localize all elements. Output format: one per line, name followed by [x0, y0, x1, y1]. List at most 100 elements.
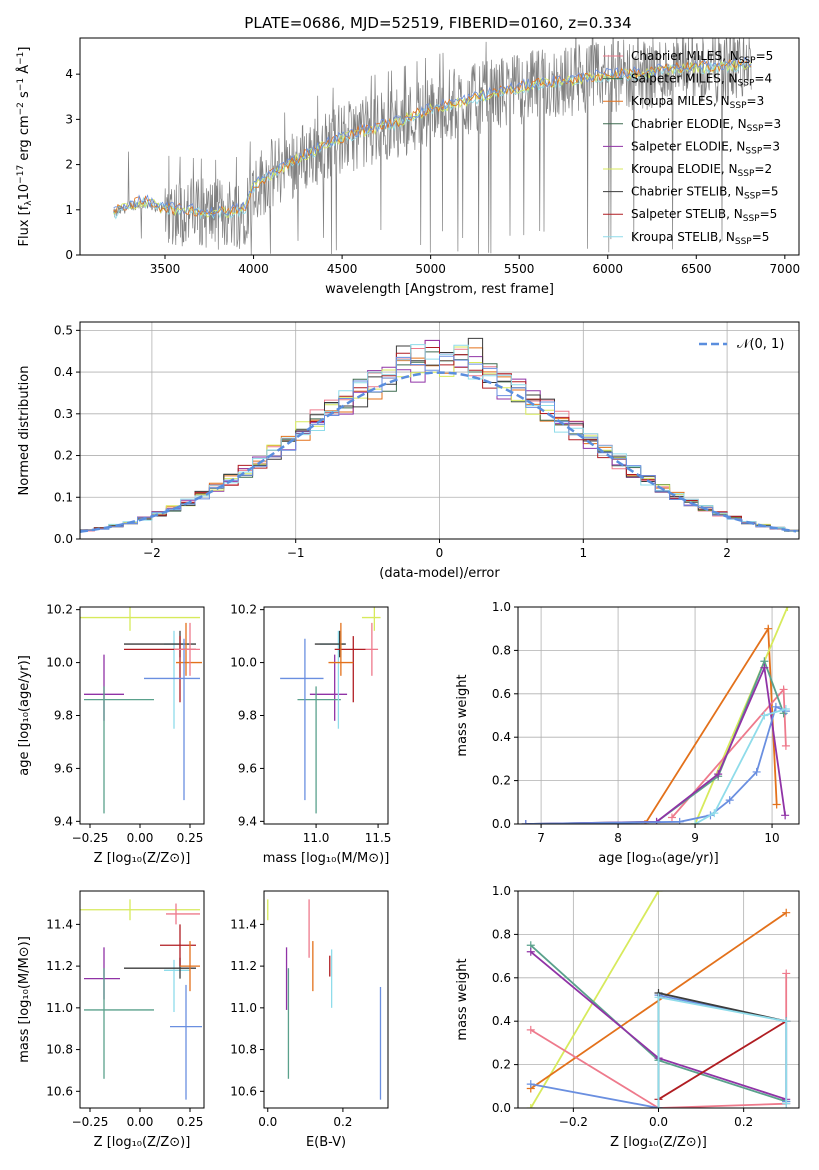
legend-entry: Kroupa ELODIE, NSSP=2 — [631, 162, 772, 179]
series-marker — [781, 704, 790, 713]
tick-group: −0.25 0.00 0.25 9.4 9.6 9.8 10.0 10.2 — [46, 603, 203, 845]
x-tick-label: 3500 — [150, 262, 181, 276]
errorbar-point — [124, 957, 196, 979]
y-tick-label: 10.0 — [230, 656, 257, 670]
series-line — [525, 658, 785, 824]
y-tick-label: 1.0 — [492, 884, 511, 898]
series-marker — [526, 1025, 535, 1034]
series-marker — [752, 767, 761, 776]
series-marker — [782, 969, 791, 978]
y-tick-label: 10.2 — [230, 603, 257, 617]
plot-area — [113, 38, 752, 255]
legend: 𝒩(0, 1) — [699, 337, 784, 352]
legend-entry: Salpeter STELIB, NSSP=5 — [631, 207, 777, 224]
errorbar-point — [334, 636, 366, 703]
age-vs-metallicity-panel: −0.25 0.00 0.25 9.4 9.6 9.8 10.0 10.2 Z [log₁₀(Z… — [17, 603, 205, 866]
y-tick-label: 10.0 — [46, 656, 73, 670]
y-tick-label: 9.8 — [54, 709, 73, 723]
x-tick-label: 0.2 — [734, 1115, 753, 1129]
y-axis-label: mass weight — [455, 674, 470, 756]
x-tick-label: 0.0 — [649, 1115, 668, 1129]
axes-frame — [263, 606, 389, 825]
series-marker — [710, 809, 719, 818]
legend-entry: Kroupa MILES, NSSP=3 — [631, 94, 764, 111]
legend-entry: 𝒩(0, 1) — [737, 337, 784, 352]
series-marker — [782, 1099, 791, 1108]
x-tick-label: 7 — [537, 831, 545, 845]
x-tick-label: 0.0 — [258, 1115, 277, 1129]
spectrum-model-line — [113, 57, 752, 217]
legend-entry: Salpeter MILES, NSSP=4 — [631, 72, 772, 89]
x-tick-label: 4500 — [327, 262, 358, 276]
y-tick-label: 0.2 — [54, 449, 73, 463]
y-tick-label: 0.0 — [54, 532, 73, 546]
x-tick-label: 6000 — [592, 262, 623, 276]
y-tick-label: 0 — [65, 248, 73, 262]
y-tick-label: 9.4 — [238, 814, 257, 828]
y-tick-label: 0.2 — [492, 774, 511, 788]
x-tick-label: 8 — [614, 831, 622, 845]
y-axis-label: Flux [fλ10−17 erg cm−2 s−1 Å−1] — [16, 47, 34, 247]
x-tick-label: −0.2 — [559, 1115, 588, 1129]
errorbar-point — [170, 984, 202, 1100]
y-tick-label: 0.6 — [492, 687, 511, 701]
plot-area — [80, 337, 799, 533]
y-tick-label: 0.0 — [492, 817, 511, 831]
y-tick-label: 4 — [65, 67, 73, 81]
x-tick-label: 10 — [764, 831, 779, 845]
axes-frame — [517, 606, 800, 825]
y-tick-label: 10.2 — [46, 603, 73, 617]
y-tick-label: 1.0 — [492, 600, 511, 614]
series-line — [525, 664, 786, 824]
x-tick-label: 7000 — [770, 262, 801, 276]
legend-entry: Kroupa STELIB, NSSP=5 — [631, 230, 769, 247]
errorbar-point — [365, 622, 379, 676]
x-tick-label: −1 — [287, 546, 305, 560]
errorbar-point — [80, 899, 200, 921]
errorbar-point — [124, 636, 196, 703]
x-tick-label: 11.5 — [365, 831, 392, 845]
y-tick-label: 0.4 — [492, 1014, 511, 1028]
series-line — [694, 708, 787, 824]
errorbar-point — [144, 638, 200, 801]
y-tick-label: 9.8 — [238, 709, 257, 723]
series-marker — [760, 711, 769, 720]
series-marker — [781, 811, 790, 820]
x-tick-label: 0.00 — [127, 831, 154, 845]
age-vs-mass-panel: 11.0 11.5 9.4 9.6 9.8 10.0 10.2 mass [log₁₀(M/M… — [230, 603, 391, 866]
y-tick-label: 11.0 — [230, 1001, 257, 1015]
mass-weight-vs-age-panel: 7 8 9 10 0.0 0.2 0.4 0.6 0.8 1.0 age [log₁₀(age/yr… — [455, 600, 800, 866]
y-tick-label: 10.6 — [46, 1084, 73, 1098]
y-tick-label: 0.8 — [492, 643, 511, 657]
legend: Chabrier MILES, NSSP=5 Salpeter MILES, NS… — [603, 49, 781, 247]
y-tick-label: 9.4 — [54, 814, 73, 828]
plot-area — [80, 607, 202, 814]
series-marker — [654, 993, 663, 1002]
legend-entry: Chabrier MILES, NSSP=5 — [631, 49, 773, 66]
x-axis-label: Z [log₁₀(Z/Z⊙)] — [94, 1135, 191, 1150]
errorbar-point — [124, 630, 196, 658]
errorbar-point — [180, 941, 200, 992]
y-tick-label: 10.6 — [230, 1084, 257, 1098]
x-tick-label: −2 — [143, 546, 161, 560]
tick-group: 7 8 9 10 0.0 0.2 0.4 0.6 0.8 1.0 — [492, 600, 780, 845]
histogram-step — [80, 355, 799, 531]
legend-entry: Chabrier ELODIE, NSSP=3 — [631, 117, 781, 134]
y-axis-label: Normed distribution — [17, 366, 32, 496]
y-tick-label: 9.6 — [54, 761, 73, 775]
series-line — [658, 1020, 787, 1101]
series-line — [657, 991, 787, 1108]
series-marker — [521, 820, 530, 824]
y-tick-label: 0.1 — [54, 490, 73, 504]
y-tick-label: 0.6 — [492, 971, 511, 985]
errorbar-point — [328, 622, 354, 676]
series-marker — [675, 817, 684, 824]
x-axis-label: Z [log₁₀(Z/Z⊙)] — [610, 1135, 707, 1150]
y-tick-label: 11.2 — [46, 959, 73, 973]
mass-weight-vs-metallicity-panel: −0.2 0.0 0.2 0.0 0.2 0.4 0.6 0.8 1.0 Z [log₁₀(Z/Z… — [455, 884, 800, 1150]
x-tick-label: 1 — [579, 546, 587, 560]
spectrum-panel: 3500 4000 4500 5000 5500 6000 6500 7000 0 1 2 3 4 wav… — [16, 37, 801, 297]
spectrum-data-line — [113, 38, 752, 255]
y-tick-label: 11.0 — [46, 1001, 73, 1015]
tick-group: 0.0 0.2 10.6 10.8 11.0 11.2 11.4 — [230, 917, 352, 1129]
